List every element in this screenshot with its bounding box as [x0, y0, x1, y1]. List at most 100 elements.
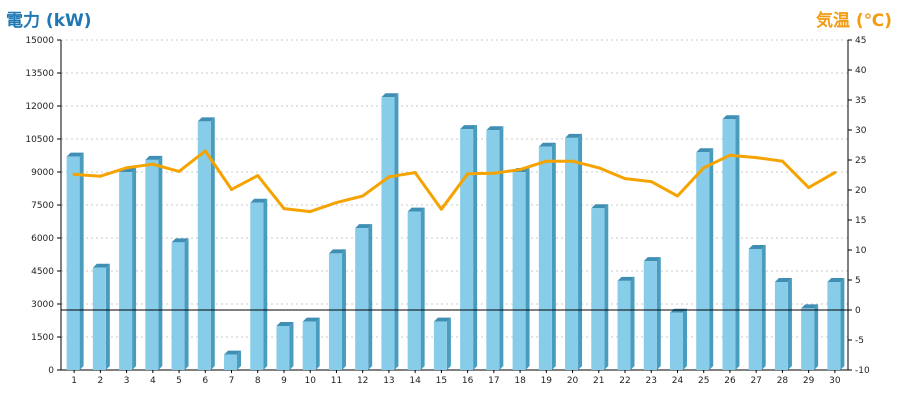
left-tick-label: 10500 — [25, 135, 54, 145]
x-tick-label: 1 — [71, 376, 77, 386]
x-tick-label: 26 — [724, 376, 736, 386]
x-tick-label: 18 — [514, 376, 526, 386]
bar-side — [315, 317, 320, 370]
x-tick-label: 28 — [777, 376, 789, 386]
right-tick-label: 35 — [855, 96, 866, 106]
right-axis-title: 気温 (℃) — [815, 11, 892, 31]
temperature-point — [807, 186, 811, 190]
left-axis-title: 電力 (kW) — [6, 11, 92, 31]
bar — [145, 159, 159, 370]
bar-side — [709, 148, 714, 370]
bar — [197, 121, 211, 371]
bar-top — [407, 207, 425, 212]
left-tick-label: 0 — [48, 366, 54, 376]
bar-top — [250, 198, 268, 203]
bar — [486, 130, 500, 370]
bar-side — [184, 238, 189, 370]
bar-side — [630, 276, 635, 370]
left-tick-label: 12000 — [25, 102, 54, 112]
bar — [774, 282, 788, 370]
x-tick-label: 20 — [567, 376, 579, 386]
bar-side — [787, 278, 792, 370]
bar — [591, 208, 605, 370]
x-tick-label: 3 — [124, 376, 130, 386]
temperature-point — [282, 207, 286, 211]
bar-side — [814, 304, 819, 370]
temperature-point — [623, 177, 627, 181]
bar-top — [355, 224, 373, 229]
right-tick-label: 0 — [855, 306, 861, 316]
bar-side — [368, 224, 373, 370]
bar — [224, 354, 238, 370]
x-tick-label: 5 — [176, 376, 182, 386]
bar — [696, 152, 710, 370]
bar — [92, 267, 106, 370]
temperature-point — [98, 174, 102, 178]
left-tick-label: 15000 — [25, 36, 54, 46]
x-tick-label: 6 — [202, 376, 208, 386]
temperature-point — [256, 174, 260, 178]
temperature-point — [675, 194, 679, 198]
temperature-point — [203, 149, 207, 153]
bar-top — [591, 204, 609, 209]
bar-top — [66, 152, 84, 157]
left-tick-label: 13500 — [25, 69, 54, 79]
bar — [669, 312, 683, 370]
temperature-point — [308, 210, 312, 214]
right-tick-label: 30 — [855, 126, 867, 136]
x-tick-label: 25 — [698, 376, 709, 386]
left-tick-label: 6000 — [31, 234, 54, 244]
x-tick-label: 14 — [409, 376, 421, 386]
bar-side — [105, 263, 110, 370]
x-tick-label: 2 — [97, 376, 103, 386]
x-tick-label: 9 — [281, 376, 287, 386]
temperature-point — [230, 187, 234, 191]
bar — [302, 321, 316, 370]
temperature-point — [571, 159, 575, 163]
bar-top — [460, 125, 478, 130]
bar — [565, 137, 579, 370]
bar-side — [132, 168, 137, 370]
x-tick-label: 11 — [331, 376, 342, 386]
bar-side — [578, 133, 583, 370]
temperature-point — [518, 168, 522, 172]
x-tick-label: 17 — [488, 376, 499, 386]
bar-side — [79, 152, 84, 370]
bar-top — [328, 249, 346, 254]
temperature-point — [780, 159, 784, 163]
temperature-point — [754, 156, 758, 160]
bar-side — [735, 115, 740, 370]
bar-top — [145, 155, 163, 160]
bar-top — [486, 126, 504, 131]
bar-top — [302, 317, 320, 322]
bar-side — [210, 117, 215, 371]
bar-side — [289, 322, 294, 370]
temperature-point — [597, 166, 601, 170]
right-tick-label: -5 — [855, 336, 864, 346]
temperature-point — [334, 201, 338, 205]
bar-side — [473, 125, 478, 370]
left-tick-label: 4500 — [31, 267, 54, 277]
bar — [722, 119, 736, 370]
temperature-point — [177, 169, 181, 173]
bar-side — [446, 317, 451, 370]
x-tick-label: 15 — [436, 376, 447, 386]
temperature-point — [151, 162, 155, 166]
right-tick-label: 40 — [855, 66, 867, 76]
temperature-point — [492, 171, 496, 175]
temperature-point — [387, 175, 391, 179]
bar-top — [801, 304, 819, 309]
bar — [801, 308, 815, 370]
bar-top — [617, 276, 635, 281]
bar-top — [171, 238, 189, 243]
bar-side — [682, 308, 687, 370]
right-tick-label: 5 — [855, 276, 861, 286]
temperature-point — [833, 171, 837, 175]
bar-top — [774, 278, 792, 282]
left-tick-label: 3000 — [31, 300, 54, 310]
bar-side — [237, 350, 242, 370]
x-tick-label: 22 — [619, 376, 630, 386]
temperature-point — [125, 166, 129, 170]
bar-side — [158, 155, 163, 370]
bar-side — [840, 278, 845, 370]
